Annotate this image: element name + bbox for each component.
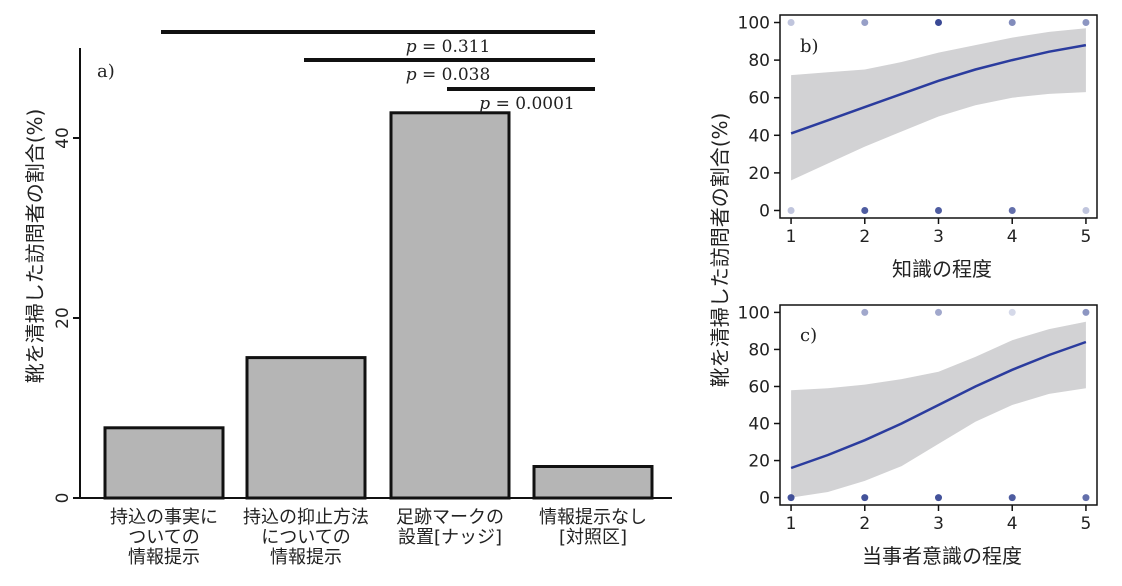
category-label: 持込の抑止方法についての情報提示 (243, 507, 369, 568)
data-point (787, 19, 795, 27)
y-tick-label: 80 (748, 51, 770, 71)
panel-label: b) (800, 36, 819, 57)
x-tick-label: 1 (786, 514, 797, 534)
category-label-line: [対照区] (559, 527, 627, 548)
y-tick-label: 0 (759, 489, 770, 509)
data-point (861, 19, 869, 27)
y-tick-label: 60 (748, 377, 770, 397)
y-tick-label: 40 (53, 127, 73, 149)
y-tick-label: 100 (738, 14, 770, 34)
data-point (787, 206, 795, 214)
category-label-line: 情報提示 (128, 547, 200, 568)
p-value: = 0.311 (417, 37, 491, 57)
data-point (861, 494, 869, 502)
data-point (935, 308, 942, 316)
panel-label: c) (800, 325, 817, 346)
category-label: 持込の事実についての情報提示 (110, 507, 218, 568)
category-label-line: ついての (128, 527, 199, 548)
data-point (935, 19, 942, 27)
fit-line (790, 340, 1087, 470)
bar (103, 426, 225, 500)
right-y-axis-label: 靴を清掃した訪問者の割合(%) (708, 113, 732, 388)
y-tick-label: 20 (53, 307, 73, 329)
data-point (935, 206, 942, 214)
p-value-label: p = 0.038 (406, 65, 491, 85)
x-tick-label: 1 (786, 227, 797, 247)
data-point (1082, 206, 1090, 214)
data-point (861, 308, 869, 316)
data-point (1082, 494, 1090, 502)
data-point (935, 494, 942, 502)
y-tick-label: 40 (748, 415, 770, 435)
bars (103, 111, 654, 500)
y-tick-label: 20 (748, 164, 770, 184)
p-value-label: p = 0.311 (406, 37, 491, 57)
data-point (1008, 206, 1016, 214)
y-tick-label: 0 (53, 493, 73, 504)
x-tick-label: 4 (1007, 514, 1018, 534)
y-tick-label: 40 (748, 126, 770, 146)
data-point (1008, 19, 1016, 27)
y-tick-label: 20 (748, 452, 770, 472)
p-value: = 0.0001 (490, 94, 575, 114)
data-point (1082, 19, 1090, 27)
p-symbol: p (479, 94, 490, 114)
y-axis-label: 靴を清掃した訪問者の割合(%) (23, 109, 47, 384)
category-label-line: 足跡マークの (396, 507, 504, 528)
knowledge-panel: b) 知識の程度 0 20 40 60 80 100 1 2 3 4 5 (738, 14, 1098, 281)
category-label: 足跡マークの設置[ナッジ] (396, 507, 504, 548)
p-value-label: p = 0.0001 (479, 94, 574, 114)
p-value: = 0.038 (417, 65, 491, 85)
y-tick-label: 60 (748, 89, 770, 109)
bar (532, 465, 654, 500)
category-labels: 持込の事実についての情報提示持込の抑止方法についての情報提示足跡マークの設置[ナ… (110, 507, 647, 568)
x-tick-label: 5 (1081, 227, 1092, 247)
confidence-band (791, 321, 1086, 498)
p-symbol: p (406, 65, 417, 85)
category-label: 情報提示なし[対照区] (539, 507, 647, 548)
bar (389, 111, 511, 500)
y-tick-label: 0 (759, 201, 770, 221)
data-point (1082, 308, 1090, 316)
category-label-line: 情報提示 (270, 547, 342, 568)
category-label-line: についての (261, 527, 350, 548)
x-tick-label: 2 (859, 514, 870, 534)
ownership-panel: c) 当事者意識の程度 0 20 40 60 80 100 1 2 3 4 5 (738, 303, 1098, 568)
x-tick-label: 3 (933, 514, 944, 534)
p-symbol: p (406, 37, 417, 57)
category-label-line: 持込の事実に (110, 507, 218, 528)
bar (245, 356, 367, 500)
y-tick-label: 100 (738, 303, 770, 323)
y-tick-label: 80 (748, 340, 770, 360)
category-label-line: 持込の抑止方法 (243, 507, 369, 528)
x-tick-label: 5 (1081, 514, 1092, 534)
panel-label: a) (97, 61, 115, 82)
x-axis-label: 当事者意識の程度 (862, 544, 1022, 568)
data-point (1008, 494, 1016, 502)
data-point (787, 494, 795, 502)
confidence-band (791, 28, 1086, 181)
data-point (861, 206, 869, 214)
category-label-line: 設置[ナッジ] (398, 527, 502, 548)
x-tick-label: 2 (859, 227, 870, 247)
fit-line (790, 43, 1087, 135)
x-tick-label: 4 (1007, 227, 1018, 247)
data-point (1008, 308, 1016, 316)
category-label-line: 情報提示なし (539, 507, 647, 528)
x-tick-label: 3 (933, 227, 944, 247)
x-axis-label: 知識の程度 (892, 257, 992, 281)
